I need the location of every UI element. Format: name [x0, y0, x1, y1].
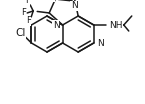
Text: N: N [97, 38, 104, 48]
Text: Cl: Cl [15, 28, 26, 38]
Text: F: F [26, 16, 31, 25]
Text: NH: NH [109, 20, 122, 30]
Text: F: F [25, 0, 30, 5]
Text: F: F [21, 8, 26, 17]
Text: N: N [53, 20, 60, 30]
Text: N: N [71, 1, 78, 10]
Text: N: N [48, 0, 55, 1]
